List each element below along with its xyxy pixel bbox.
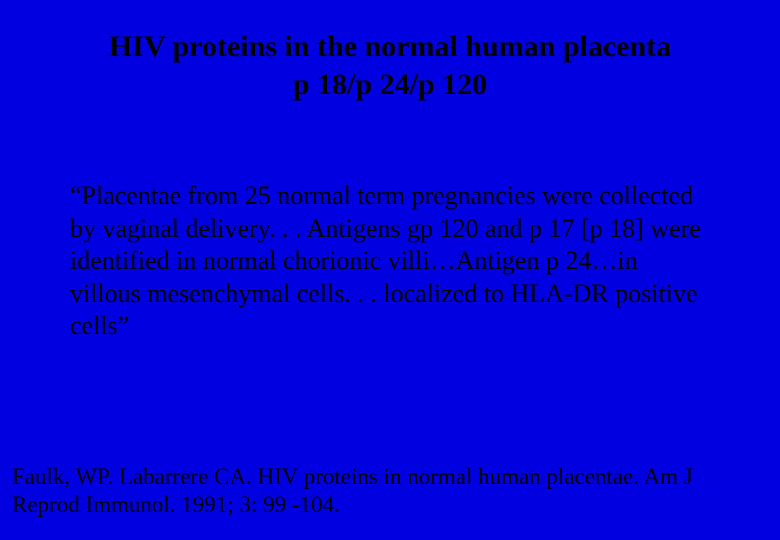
slide-title: HIV proteins in the normal human placent… [0,0,780,103]
title-line-1: HIV proteins in the normal human placent… [0,28,780,66]
slide: HIV proteins in the normal human placent… [0,0,780,540]
title-line-2: p 18/p 24/p 120 [0,66,780,104]
slide-citation: Faulk, WP. Labarrere CA. HIV proteins in… [12,463,752,521]
slide-body-quote: “Placentae from 25 normal term pregnanci… [70,180,710,343]
